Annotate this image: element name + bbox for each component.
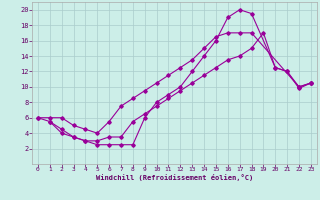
X-axis label: Windchill (Refroidissement éolien,°C): Windchill (Refroidissement éolien,°C): [96, 174, 253, 181]
